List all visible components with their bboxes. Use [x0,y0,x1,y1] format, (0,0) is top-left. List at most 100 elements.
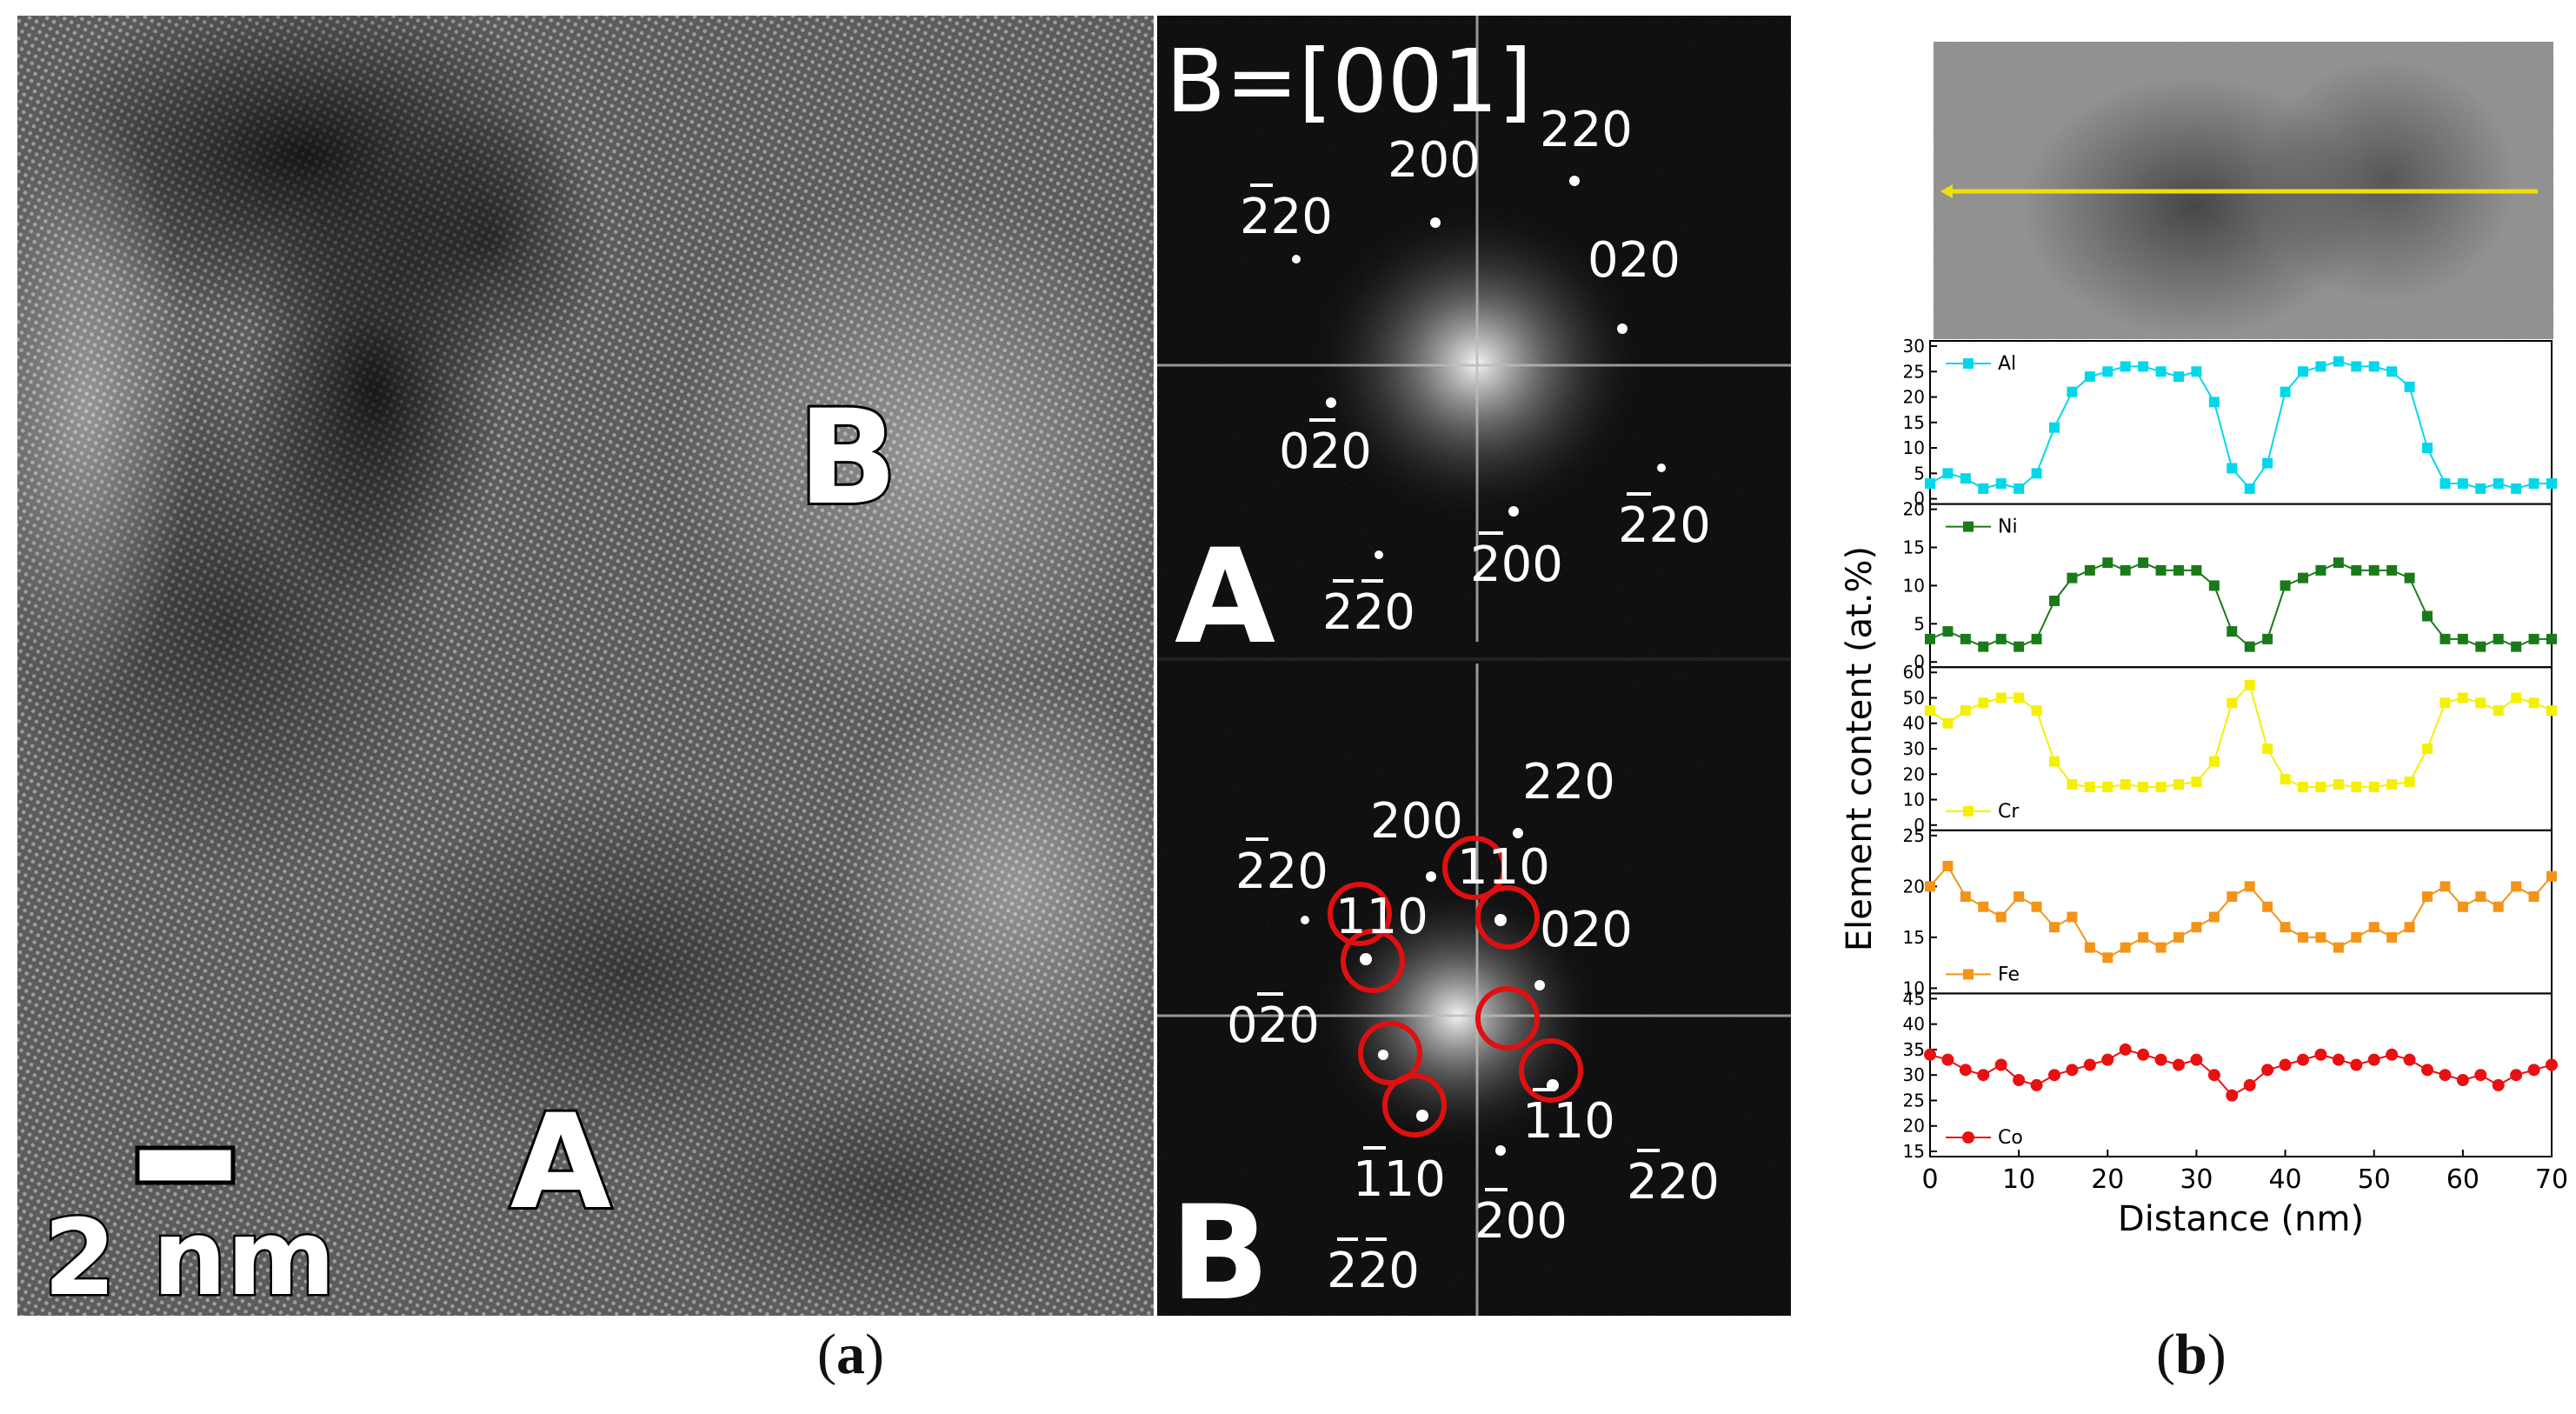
data-point [2528,697,2539,709]
data-point [2138,361,2149,372]
fft-top: B=[001] A 220 200 220 020 020 220 200 22… [1157,16,1791,673]
data-point [2208,911,2220,923]
data-point [2208,756,2220,767]
y-axis-label: Element content (at.%) [1840,546,1880,951]
y-tick-label: 25 [1903,361,1925,382]
y-tick-label: 10 [1903,575,1925,596]
data-point [1924,1048,1936,1061]
data-point [1960,705,1971,717]
data-point [1942,860,1954,871]
data-point [1977,1069,1990,1082]
data-point [2067,386,2078,397]
data-point [2191,366,2202,377]
data-point [2510,1069,2523,1082]
hrtem-image: B A 2 nm [17,16,1154,1316]
data-point [2315,931,2326,943]
zone-axis-label: B=[001] [1166,30,1532,132]
caption-b-letter: b [2174,1323,2207,1386]
data-point [2208,580,2220,591]
panel-al: 0 5 10 15 20 25 30 Al [1903,336,2557,510]
data-point [1941,1053,1954,1066]
data-point [2351,931,2362,943]
y-tick-label: 45 [1903,988,1925,1009]
plot-frame [1929,992,2553,1158]
data-point [2066,1064,2079,1077]
data-point [2422,443,2433,454]
data-point [2511,483,2522,494]
x-tick-label: 60 [2446,1164,2479,1195]
data-point [2014,692,2025,704]
data-point [2049,922,2060,933]
data-point [2102,557,2113,569]
data-point [2474,1069,2487,1082]
data-point [1995,911,2007,923]
spot-label: 020 [1540,902,1633,958]
legend-marker [1963,805,1974,817]
plot-frame [1929,666,2553,831]
y-tick-label: 10 [1903,437,1925,458]
data-point [2333,778,2344,790]
data-point [2155,366,2167,377]
data-point [2457,692,2468,704]
data-point [2350,1058,2363,1071]
superlattice-spot-circle [1341,929,1405,993]
data-point [2386,564,2398,576]
data-point [2368,781,2380,792]
y-tick-label: 20 [1903,499,1925,520]
data-point [1925,478,1935,490]
y-tick-label: 60 [1903,662,1925,683]
superlattice-spot-circle [1382,1073,1447,1137]
data-point [2014,483,2025,494]
data-point [2207,1069,2220,1082]
scale-bar [135,1145,236,1185]
spot-label: 110 [1522,1093,1615,1150]
data-point [2173,564,2184,576]
data-point [2527,1064,2540,1077]
data-point [2155,781,2167,792]
legend-label: Cr [1998,801,2020,823]
data-point [2262,744,2273,754]
data-point [2173,931,2184,943]
data-point [2367,1053,2380,1066]
data-point [2173,1058,2185,1071]
spot-label: 110 [1353,1151,1446,1208]
data-point [2137,1048,2150,1061]
data-point [2262,901,2273,912]
data-point [1925,705,1935,717]
data-point [2244,641,2255,652]
spot-label: 220 [1627,1154,1720,1211]
data-point [2208,397,2220,408]
y-tick-label: 10 [1903,790,1925,810]
superlattice-spot-circle [1358,1021,1422,1085]
y-tick-label: 30 [1903,336,1925,357]
superlattice-spot-circle [1475,885,1540,950]
data-point [2404,572,2415,584]
data-point [2227,626,2238,637]
data-point [2244,881,2255,892]
data-point [2262,633,2273,644]
data-point [2456,1074,2469,1087]
data-point [2493,705,2504,717]
data-point [2173,778,2184,790]
data-point [2368,564,2380,576]
data-point [2138,557,2149,569]
data-point [1978,901,1989,912]
data-point [2511,641,2522,652]
x-tick-label: 50 [2358,1164,2391,1195]
data-point [2368,361,2380,372]
data-point [2102,781,2113,792]
data-point [2049,756,2060,767]
legend-marker [1962,1131,1974,1144]
data-point [2298,781,2308,792]
data-point [1942,468,1954,479]
data-point [2351,564,2362,576]
caption-b: (b) [2156,1323,2227,1386]
data-point [2421,1064,2433,1077]
y-tick-label: 5 [1914,613,1925,634]
legend-label: Al [1998,353,2016,375]
data-point [2546,1058,2558,1071]
data-point [2227,463,2238,474]
data-point [2084,781,2095,792]
x-tick-label: 20 [2091,1164,2124,1195]
data-point [2492,1078,2505,1091]
